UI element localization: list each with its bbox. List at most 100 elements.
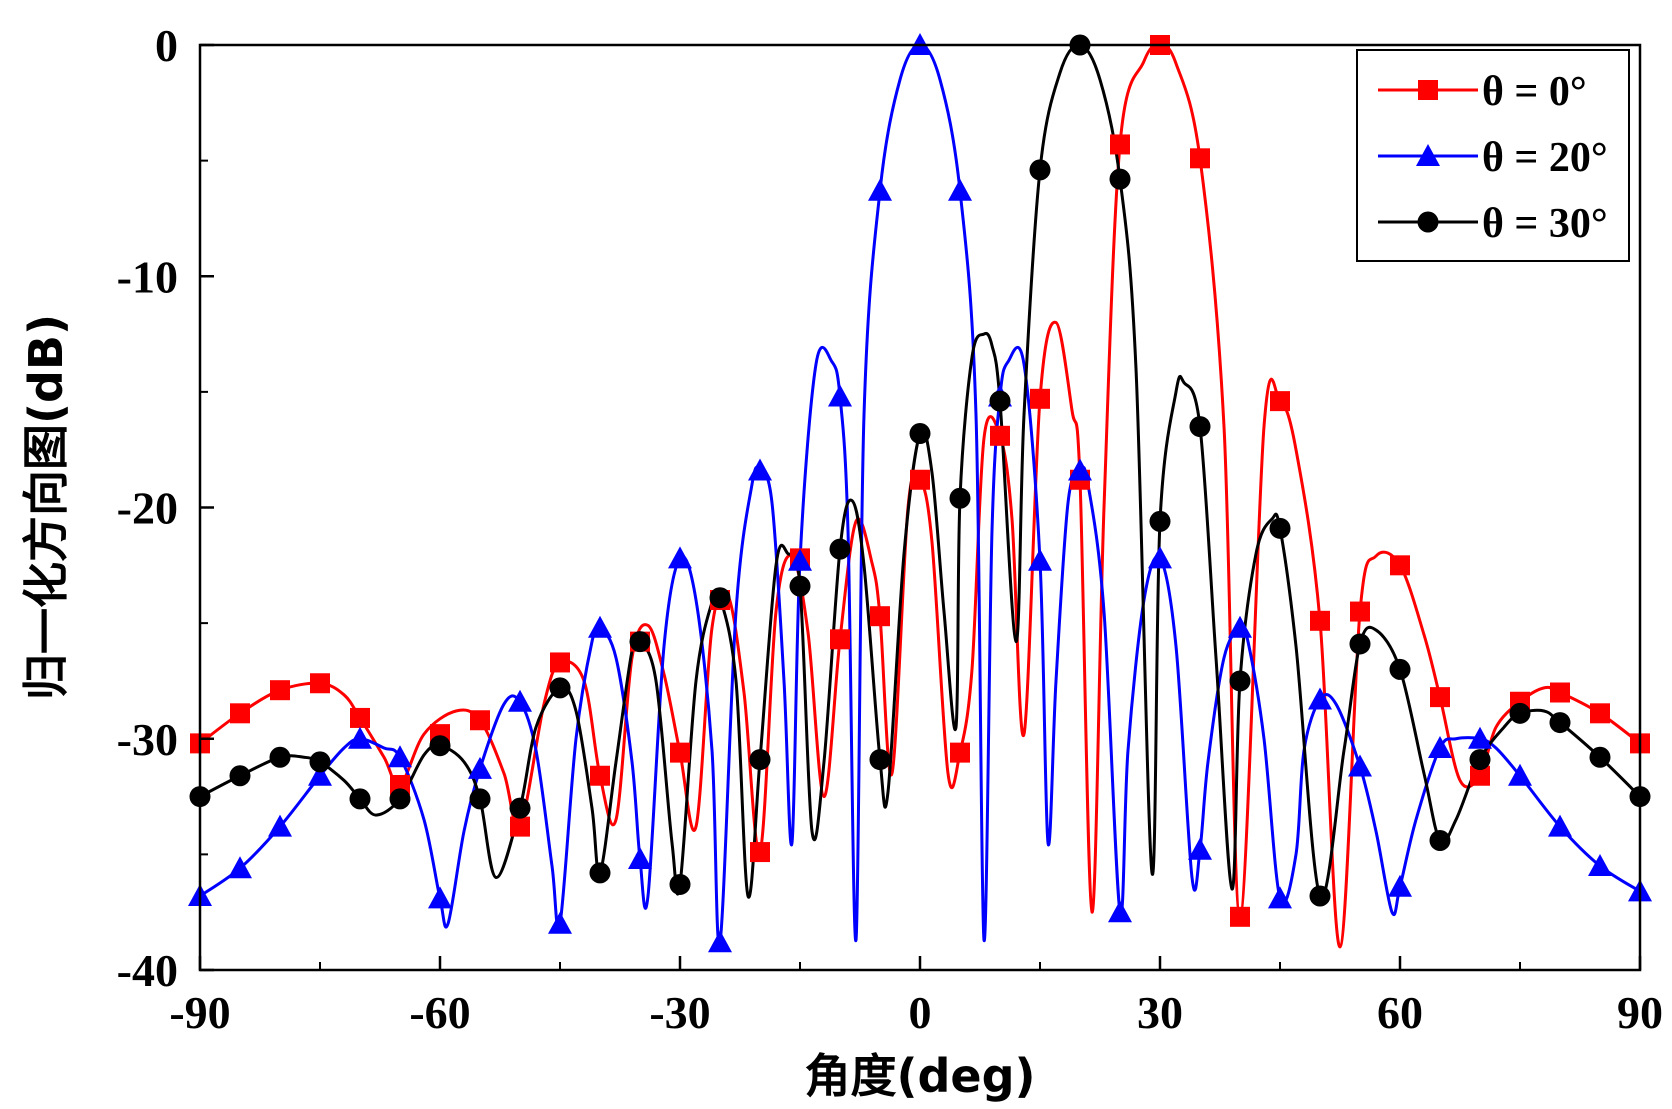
data-point-series-1 bbox=[588, 615, 612, 638]
data-point-series-1 bbox=[228, 856, 252, 879]
data-point-series-2 bbox=[509, 797, 531, 819]
data-point-series-1 bbox=[1308, 687, 1332, 710]
data-point-series-2 bbox=[1269, 517, 1291, 539]
data-point-series-1 bbox=[1348, 754, 1372, 777]
series-line-2 bbox=[199, 43, 1642, 900]
data-point-series-2 bbox=[1349, 633, 1371, 655]
data-point-series-2 bbox=[629, 631, 651, 653]
y-axis-title: 归一化方向图(dB) bbox=[19, 314, 73, 700]
data-point-series-2 bbox=[389, 788, 411, 810]
data-point-series-2 bbox=[1109, 168, 1131, 190]
data-point-series-1 bbox=[708, 930, 732, 953]
data-point-series-2 bbox=[989, 390, 1011, 412]
x-tick-label: -90 bbox=[169, 987, 230, 1038]
data-point-series-1 bbox=[1228, 615, 1252, 638]
x-tick-label: 30 bbox=[1137, 987, 1183, 1038]
data-point-series-1 bbox=[748, 458, 772, 481]
y-tick-label: 0 bbox=[155, 20, 178, 71]
data-point-series-2 bbox=[549, 677, 571, 699]
legend-marker-0 bbox=[1418, 80, 1438, 100]
legend-label: θ = 20° bbox=[1482, 135, 1608, 181]
data-point-series-1 bbox=[948, 178, 972, 201]
data-point-series-1 bbox=[308, 763, 332, 786]
data-point-series-0 bbox=[990, 425, 1010, 446]
x-tick-label: -60 bbox=[409, 987, 470, 1038]
data-point-series-2 bbox=[429, 735, 451, 757]
y-tick-label: -20 bbox=[117, 483, 178, 534]
legend-marker-1 bbox=[1416, 144, 1440, 166]
data-point-series-0 bbox=[270, 680, 290, 701]
data-point-series-2 bbox=[869, 749, 891, 771]
data-point-series-1 bbox=[1188, 837, 1212, 860]
data-point-series-2 bbox=[949, 487, 971, 509]
data-point-series-0 bbox=[1310, 610, 1330, 631]
x-axis-title: 角度(deg) bbox=[804, 1049, 1035, 1103]
data-point-series-2 bbox=[1229, 670, 1251, 692]
data-point-series-0 bbox=[1550, 682, 1570, 703]
legend: θ = 0° θ = 20° θ = 30° bbox=[1356, 49, 1630, 262]
data-point-series-0 bbox=[310, 673, 330, 694]
data-point-series-2 bbox=[749, 749, 771, 771]
data-point-series-2 bbox=[1469, 749, 1491, 771]
data-point-series-2 bbox=[269, 746, 291, 768]
legend-entries: θ = 0° θ = 20° θ = 30° bbox=[1378, 69, 1608, 247]
data-point-series-0 bbox=[1350, 601, 1370, 622]
data-point-series-2 bbox=[309, 751, 331, 773]
data-point-series-2 bbox=[669, 873, 691, 895]
data-point-series-2 bbox=[829, 538, 851, 560]
data-point-series-0 bbox=[1390, 555, 1410, 576]
data-point-series-1 bbox=[388, 745, 412, 768]
data-point-series-1 bbox=[1108, 900, 1132, 923]
data-point-series-0 bbox=[830, 629, 850, 650]
data-point-series-0 bbox=[1030, 388, 1050, 409]
x-axis-ticks: -90 -60 -30 0 30 60 90 bbox=[169, 956, 1663, 1038]
data-point-series-1 bbox=[1468, 726, 1492, 749]
legend-marker-2 bbox=[1417, 211, 1439, 233]
data-point-series-1 bbox=[1588, 853, 1612, 876]
data-point-series-1 bbox=[1508, 763, 1532, 786]
y-tick-label: -30 bbox=[117, 714, 178, 765]
data-point-series-1 bbox=[1068, 458, 1092, 481]
data-point-series-2 bbox=[1429, 830, 1451, 851]
data-point-series-2 bbox=[1309, 885, 1331, 907]
data-point-series-0 bbox=[550, 652, 570, 673]
data-point-series-2 bbox=[789, 575, 811, 597]
data-point-series-1 bbox=[828, 384, 852, 407]
y-axis-ticks: 0 -10 -20 -30 -40 bbox=[117, 20, 214, 996]
legend-label: θ = 30° bbox=[1482, 201, 1608, 247]
data-point-series-0 bbox=[1430, 687, 1450, 708]
data-point-series-0 bbox=[1230, 906, 1250, 927]
data-point-series-0 bbox=[870, 606, 890, 627]
data-point-series-0 bbox=[590, 765, 610, 786]
legend-label: θ = 0° bbox=[1482, 69, 1587, 115]
data-point-series-2 bbox=[1029, 159, 1051, 181]
data-point-series-1 bbox=[1148, 546, 1172, 569]
data-point-series-1 bbox=[628, 847, 652, 869]
data-point-series-0 bbox=[950, 742, 970, 763]
data-point-series-0 bbox=[910, 469, 930, 490]
data-point-series-2 bbox=[1589, 746, 1611, 768]
data-point-series-0 bbox=[1270, 391, 1290, 412]
data-point-series-1 bbox=[1548, 814, 1572, 837]
data-point-series-1 bbox=[1428, 736, 1452, 758]
x-tick-label: 90 bbox=[1617, 987, 1663, 1038]
data-point-series-0 bbox=[1470, 765, 1490, 786]
data-point-series-1 bbox=[668, 546, 692, 569]
x-tick-label: 0 bbox=[909, 987, 932, 1038]
data-point-series-0 bbox=[1190, 148, 1210, 169]
data-point-series-2 bbox=[589, 862, 611, 884]
data-point-series-2 bbox=[709, 587, 731, 609]
data-point-series-2 bbox=[1509, 702, 1531, 724]
data-point-series-0 bbox=[350, 707, 370, 728]
data-point-series-0 bbox=[1590, 703, 1610, 724]
data-point-series-0 bbox=[750, 842, 770, 863]
x-tick-label: -30 bbox=[649, 987, 710, 1038]
data-point-series-1 bbox=[788, 548, 812, 571]
data-point-series-0 bbox=[230, 703, 250, 724]
data-point-series-1 bbox=[508, 689, 532, 712]
data-point-series-2 bbox=[229, 765, 251, 787]
data-point-series-0 bbox=[470, 710, 490, 731]
data-point-series-2 bbox=[909, 423, 931, 444]
data-point-series-2 bbox=[1389, 658, 1411, 680]
